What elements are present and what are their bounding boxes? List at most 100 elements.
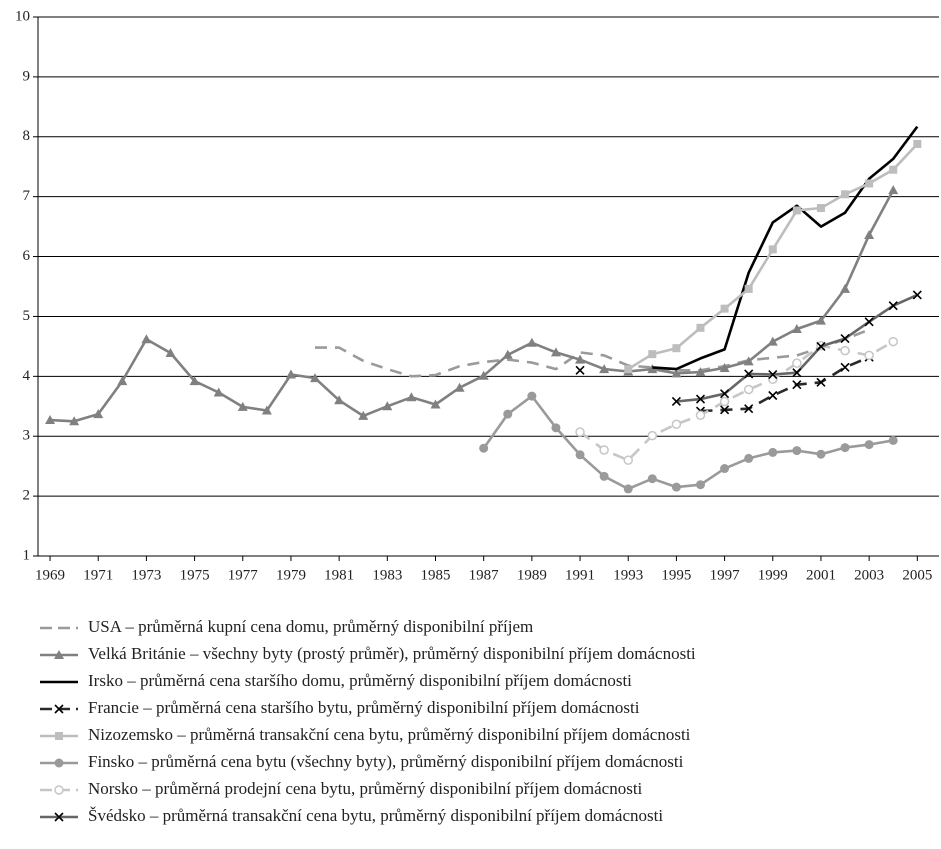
series-line — [49, 189, 895, 423]
y-tick-label: 10 — [15, 8, 30, 24]
marker — [888, 336, 898, 347]
y-tick-label: 9 — [23, 68, 31, 84]
marker — [502, 349, 513, 359]
marker — [889, 165, 898, 174]
legend-label: Francie – průměrná cena staršího bytu, p… — [88, 698, 640, 717]
marker — [406, 392, 417, 402]
marker — [743, 384, 754, 395]
marker — [888, 185, 899, 195]
marker — [720, 304, 729, 313]
marker — [454, 382, 465, 392]
marker — [141, 334, 152, 344]
marker — [744, 453, 754, 463]
y-tick-label: 4 — [23, 368, 31, 384]
x-tick-label: 1981 — [324, 567, 354, 583]
marker — [768, 390, 778, 401]
marker — [54, 704, 64, 714]
marker — [744, 284, 753, 293]
marker — [767, 336, 778, 346]
marker — [551, 423, 561, 433]
marker — [743, 356, 754, 366]
marker — [840, 362, 850, 372]
marker — [696, 323, 705, 332]
marker — [840, 283, 851, 293]
marker — [840, 443, 850, 453]
marker — [792, 368, 802, 378]
marker — [719, 362, 730, 372]
marker — [54, 812, 64, 822]
marker — [816, 449, 826, 459]
marker — [69, 416, 80, 426]
marker — [720, 389, 730, 399]
marker — [54, 650, 64, 659]
legend-label: Norsko – průměrná prodejní cena bytu, pr… — [88, 779, 643, 798]
x-tick-label: 1987 — [469, 567, 500, 583]
marker — [672, 344, 681, 353]
marker — [720, 405, 730, 415]
marker — [840, 334, 850, 344]
legend-label: Nizozemsko – průměrná transakční cena by… — [88, 725, 691, 744]
marker — [671, 482, 681, 492]
marker — [815, 315, 826, 325]
marker — [93, 409, 104, 419]
legend-label: Velká Británie – všechny byty (prostý pr… — [88, 644, 696, 663]
marker — [913, 139, 922, 148]
marker — [54, 758, 64, 768]
marker — [599, 471, 609, 481]
x-tick-label: 1999 — [758, 567, 788, 583]
y-tick-label: 5 — [23, 308, 31, 324]
marker — [310, 373, 321, 383]
marker — [792, 380, 802, 390]
x-tick-label: 1971 — [83, 567, 113, 583]
x-tick-label: 1983 — [372, 567, 402, 583]
marker — [792, 446, 802, 456]
marker — [358, 410, 369, 420]
marker — [237, 401, 248, 411]
x-tick-label: 1997 — [710, 567, 741, 583]
marker — [695, 410, 706, 421]
marker — [430, 399, 441, 409]
x-tick-label: 2001 — [806, 567, 836, 583]
marker — [55, 732, 63, 740]
legend-label: Irsko – průměrná cena staršího domu, prů… — [88, 671, 632, 690]
series-line — [579, 340, 894, 462]
y-tick-label: 8 — [23, 128, 31, 144]
marker — [479, 443, 489, 453]
marker — [696, 480, 705, 490]
marker — [550, 347, 561, 357]
series — [624, 139, 922, 374]
series — [479, 391, 898, 494]
marker — [841, 190, 850, 199]
marker — [285, 369, 296, 379]
marker — [791, 324, 802, 334]
marker — [261, 405, 272, 415]
marker — [117, 376, 128, 386]
series-line — [315, 328, 870, 378]
marker — [527, 391, 537, 401]
marker — [744, 369, 754, 379]
marker — [213, 387, 224, 397]
marker — [647, 430, 658, 441]
legend-label: Finsko – průměrná cena bytu (všechny byt… — [88, 752, 684, 771]
marker — [648, 350, 657, 359]
marker — [720, 464, 730, 474]
y-tick-label: 3 — [23, 428, 31, 444]
marker — [647, 474, 657, 484]
x-tick-label: 2003 — [854, 567, 884, 583]
x-tick-label: 1995 — [661, 567, 691, 583]
x-tick-label: 1991 — [565, 567, 595, 583]
marker — [54, 785, 64, 795]
x-tick-label: 1979 — [276, 567, 306, 583]
marker — [599, 364, 610, 374]
marker — [792, 206, 801, 215]
marker — [575, 427, 585, 437]
marker — [624, 365, 633, 374]
marker — [599, 445, 609, 455]
legend-label: Švédsko – průměrná transakční cena bytu,… — [88, 806, 663, 825]
marker — [623, 455, 633, 465]
marker — [671, 419, 682, 429]
marker — [45, 415, 56, 425]
series — [315, 328, 870, 378]
marker — [695, 367, 706, 377]
